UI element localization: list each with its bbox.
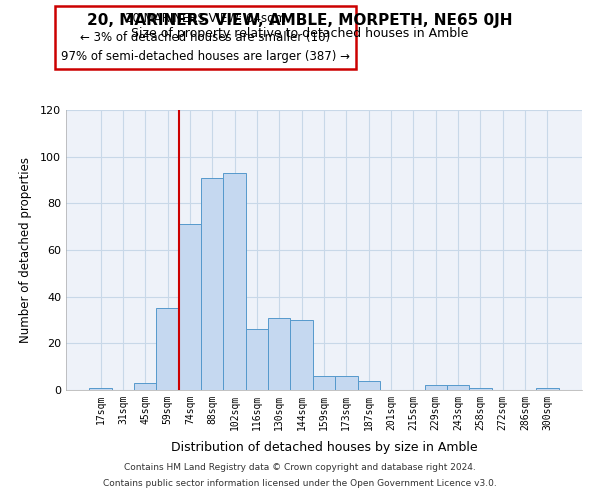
Bar bbox=[134, 383, 157, 390]
Bar bbox=[536, 388, 559, 390]
Text: Size of property relative to detached houses in Amble: Size of property relative to detached ho… bbox=[131, 28, 469, 40]
Bar bbox=[290, 320, 313, 390]
Y-axis label: Number of detached properties: Number of detached properties bbox=[19, 157, 32, 343]
Bar bbox=[201, 178, 223, 390]
Bar bbox=[469, 388, 491, 390]
Bar bbox=[313, 376, 335, 390]
Bar bbox=[246, 330, 268, 390]
Bar bbox=[157, 308, 179, 390]
Text: Contains public sector information licensed under the Open Government Licence v3: Contains public sector information licen… bbox=[103, 478, 497, 488]
X-axis label: Distribution of detached houses by size in Amble: Distribution of detached houses by size … bbox=[170, 441, 478, 454]
Text: 20 MARINERS VIEW: 64sqm
← 3% of detached houses are smaller (10)
97% of semi-det: 20 MARINERS VIEW: 64sqm ← 3% of detached… bbox=[61, 12, 350, 63]
Bar bbox=[223, 173, 246, 390]
Bar bbox=[268, 318, 290, 390]
Bar bbox=[89, 388, 112, 390]
Text: Contains HM Land Registry data © Crown copyright and database right 2024.: Contains HM Land Registry data © Crown c… bbox=[124, 464, 476, 472]
Bar bbox=[425, 386, 447, 390]
Bar bbox=[335, 376, 358, 390]
Bar bbox=[447, 386, 469, 390]
Bar bbox=[358, 380, 380, 390]
Bar bbox=[179, 224, 201, 390]
Text: 20, MARINERS VIEW, AMBLE, MORPETH, NE65 0JH: 20, MARINERS VIEW, AMBLE, MORPETH, NE65 … bbox=[87, 12, 513, 28]
